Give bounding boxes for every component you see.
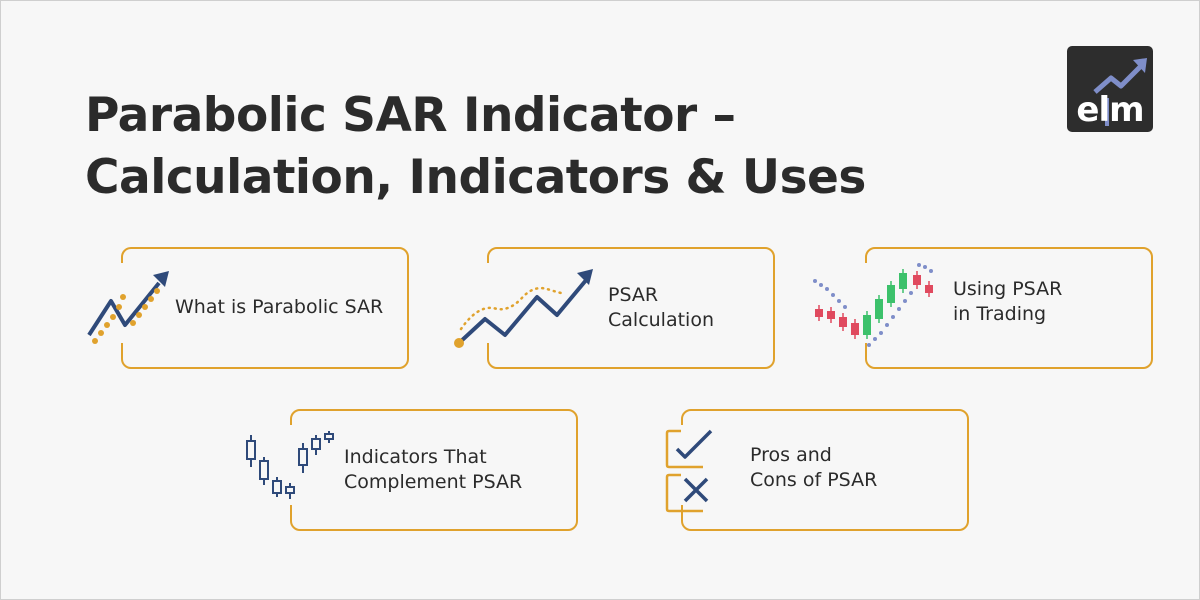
topic-card-what-is-psar[interactable] (121, 247, 409, 369)
check-cross-icon (665, 429, 713, 513)
uptrend-arrow-dotted-icon (87, 271, 169, 344)
candlestick-psar-icon (813, 263, 933, 347)
trend-arrow-icon (1093, 58, 1147, 126)
brand-logo: elm (1067, 46, 1153, 132)
title-line-1: Parabolic SAR Indicator – (85, 88, 736, 143)
logo-wordmark: elm (1076, 90, 1144, 130)
card-label-using-psar: Using PSAR in Trading (953, 278, 1063, 325)
card-label-what-is-psar: What is Parabolic SAR (175, 296, 384, 318)
candlestick-icon (246, 431, 334, 499)
topic-card-using-psar[interactable] (865, 247, 1153, 369)
card-label-pros-cons: Pros and Cons of PSAR (750, 444, 878, 491)
zigzag-arrow-icon (454, 269, 593, 348)
topic-card-complement-indicators[interactable] (290, 409, 578, 531)
title-line-2: Calculation, Indicators & Uses (85, 150, 866, 205)
card-label-psar-calculation: PSAR Calculation (608, 284, 714, 331)
topic-card-pros-cons[interactable] (681, 409, 969, 531)
card-label-complement-indicators: Indicators That Complement PSAR (344, 446, 523, 493)
topic-card-psar-calculation[interactable] (487, 247, 775, 369)
page-title: Parabolic SAR Indicator – Calculation, I… (85, 85, 985, 209)
